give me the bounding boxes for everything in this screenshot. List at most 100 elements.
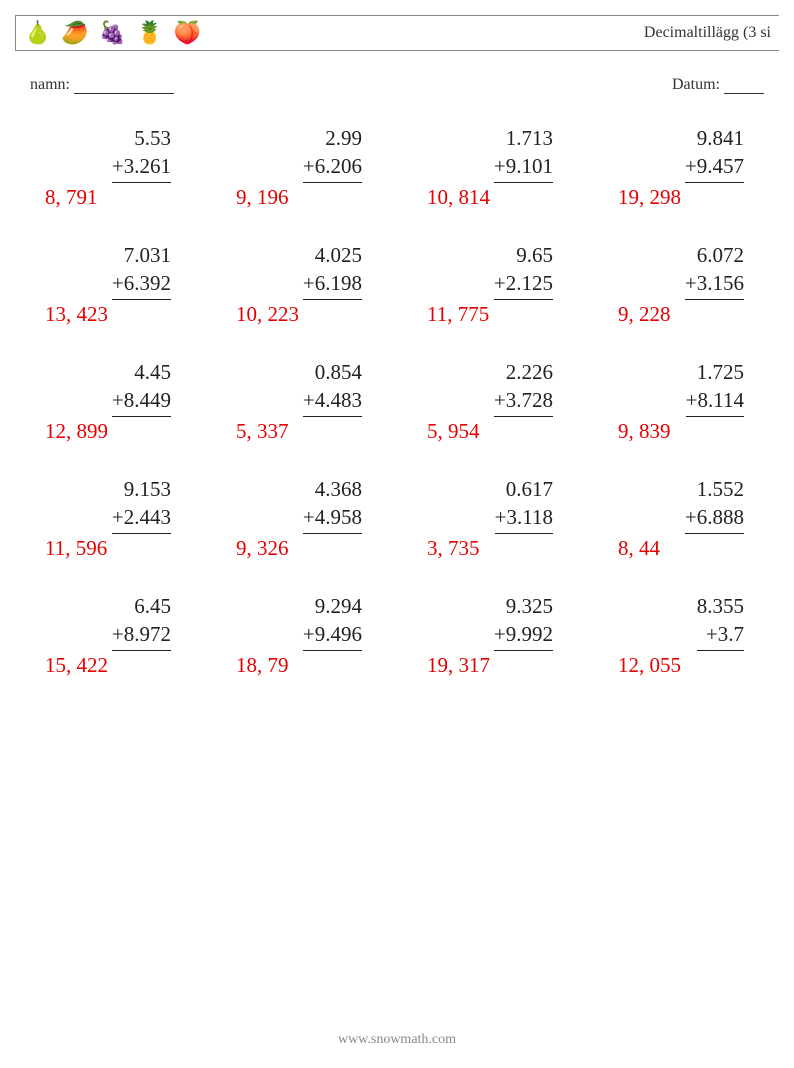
name-date-row: namn: Datum: xyxy=(30,76,764,94)
addend-bottom: +6.392 xyxy=(112,269,171,299)
addend-top: 1.725 xyxy=(686,358,744,386)
answer: 9, 228 xyxy=(613,300,774,328)
addend-top: 7.031 xyxy=(112,241,171,269)
addend-bottom: +6.206 xyxy=(303,152,362,182)
problem-numbers: 1.725+8.114 xyxy=(686,358,774,417)
fruit-icons: 🍐 🥭 🍇 🍍 🍑 xyxy=(24,20,201,46)
addend-bottom: +8.972 xyxy=(112,620,171,650)
answer: 5, 954 xyxy=(422,417,583,445)
addend-top: 1.713 xyxy=(494,124,553,152)
problem-numbers: 7.031+6.392 xyxy=(112,241,201,300)
problem-cell: 1.725+8.1149, 839 xyxy=(613,358,774,445)
answer: 18, 79 xyxy=(231,651,392,679)
problem-cell: 2.99+6.2069, 196 xyxy=(231,124,392,211)
answer: 15, 422 xyxy=(40,651,201,679)
answer: 9, 196 xyxy=(231,183,392,211)
answer: 11, 775 xyxy=(422,300,583,328)
problem-cell: 6.45+8.97215, 422 xyxy=(40,592,201,679)
addend-top: 4.45 xyxy=(112,358,171,386)
answer: 3, 735 xyxy=(422,534,583,562)
addend-bottom: +6.198 xyxy=(303,269,362,299)
problem-numbers: 1.552+6.888 xyxy=(685,475,774,534)
addend-top: 0.854 xyxy=(303,358,362,386)
problem-numbers: 9.153+2.443 xyxy=(112,475,201,534)
addend-bottom: +4.958 xyxy=(303,503,362,533)
addend-top: 1.552 xyxy=(685,475,744,503)
answer: 10, 223 xyxy=(231,300,392,328)
addend-bottom: +6.888 xyxy=(685,503,744,533)
plum-icon: 🍑 xyxy=(174,20,201,46)
answer: 10, 814 xyxy=(422,183,583,211)
problem-numbers: 0.617+3.118 xyxy=(495,475,583,534)
problem-cell: 4.45+8.44912, 899 xyxy=(40,358,201,445)
answer: 13, 423 xyxy=(40,300,201,328)
problems-grid: 5.53+3.2618, 7912.99+6.2069, 1961.713+9.… xyxy=(0,124,794,679)
problem-cell: 9.65+2.12511, 775 xyxy=(422,241,583,328)
problem-cell: 6.072+3.1569, 228 xyxy=(613,241,774,328)
addend-bottom: +9.496 xyxy=(303,620,362,650)
addend-top: 9.65 xyxy=(494,241,553,269)
answer: 11, 596 xyxy=(40,534,201,562)
problem-cell: 0.854+4.4835, 337 xyxy=(231,358,392,445)
answer: 12, 055 xyxy=(613,651,774,679)
problem-numbers: 9.841+9.457 xyxy=(685,124,774,183)
footer-url: www.snowmath.com xyxy=(0,1032,794,1048)
date-field: Datum: xyxy=(672,76,764,94)
problem-cell: 0.617+3.1183, 735 xyxy=(422,475,583,562)
problem-cell: 5.53+3.2618, 791 xyxy=(40,124,201,211)
addend-bottom: +9.457 xyxy=(685,152,744,182)
answer: 8, 44 xyxy=(613,534,774,562)
problem-cell: 4.025+6.19810, 223 xyxy=(231,241,392,328)
mango-icon: 🥭 xyxy=(61,20,88,46)
addend-bottom: +9.992 xyxy=(494,620,553,650)
problem-numbers: 9.325+9.992 xyxy=(494,592,583,651)
addend-top: 9.841 xyxy=(685,124,744,152)
problem-numbers: 4.368+4.958 xyxy=(303,475,392,534)
problem-cell: 8.355+3.712, 055 xyxy=(613,592,774,679)
problem-cell: 9.841+9.45719, 298 xyxy=(613,124,774,211)
problem-numbers: 4.025+6.198 xyxy=(303,241,392,300)
problem-numbers: 0.854+4.483 xyxy=(303,358,392,417)
addend-top: 6.45 xyxy=(112,592,171,620)
problem-numbers: 5.53+3.261 xyxy=(112,124,201,183)
addend-bottom: +2.125 xyxy=(494,269,553,299)
problem-numbers: 8.355+3.7 xyxy=(697,592,774,651)
addend-top: 9.325 xyxy=(494,592,553,620)
addend-bottom: +3.7 xyxy=(697,620,744,650)
problem-numbers: 2.226+3.728 xyxy=(494,358,583,417)
addend-bottom: +3.728 xyxy=(494,386,553,416)
problem-numbers: 2.99+6.206 xyxy=(303,124,392,183)
answer: 19, 298 xyxy=(613,183,774,211)
date-label: Datum: xyxy=(672,76,720,93)
addend-top: 2.226 xyxy=(494,358,553,386)
pear-icon: 🍐 xyxy=(24,20,51,46)
addend-top: 9.153 xyxy=(112,475,171,503)
addend-bottom: +8.449 xyxy=(112,386,171,416)
problem-cell: 4.368+4.9589, 326 xyxy=(231,475,392,562)
grapes-icon: 🍇 xyxy=(99,20,126,46)
worksheet-title: Decimaltillägg (3 si xyxy=(644,24,771,42)
answer: 9, 326 xyxy=(231,534,392,562)
name-blank-line xyxy=(74,93,174,94)
name-field: namn: xyxy=(30,76,174,94)
addend-top: 9.294 xyxy=(303,592,362,620)
problem-cell: 9.294+9.49618, 79 xyxy=(231,592,392,679)
answer: 19, 317 xyxy=(422,651,583,679)
addend-bottom: +2.443 xyxy=(112,503,171,533)
addend-bottom: +8.114 xyxy=(686,386,744,416)
addend-top: 0.617 xyxy=(495,475,553,503)
addend-top: 4.368 xyxy=(303,475,362,503)
header-bar: 🍐 🥭 🍇 🍍 🍑 Decimaltillägg (3 si xyxy=(15,15,779,51)
addend-bottom: +3.118 xyxy=(495,503,553,533)
problem-cell: 1.713+9.10110, 814 xyxy=(422,124,583,211)
pineapple-icon: 🍍 xyxy=(136,20,163,46)
problem-cell: 9.325+9.99219, 317 xyxy=(422,592,583,679)
addend-top: 8.355 xyxy=(697,592,744,620)
problem-cell: 1.552+6.8888, 44 xyxy=(613,475,774,562)
answer: 5, 337 xyxy=(231,417,392,445)
problem-numbers: 9.294+9.496 xyxy=(303,592,392,651)
answer: 8, 791 xyxy=(40,183,201,211)
problem-cell: 7.031+6.39213, 423 xyxy=(40,241,201,328)
problem-cell: 2.226+3.7285, 954 xyxy=(422,358,583,445)
date-blank-line xyxy=(724,93,764,94)
